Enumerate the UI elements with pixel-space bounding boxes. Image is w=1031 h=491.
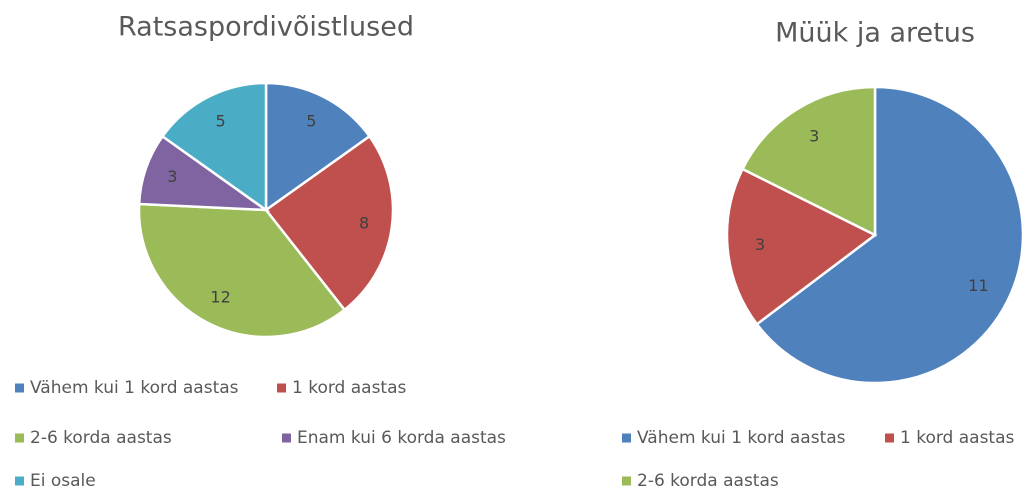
legend-swatch bbox=[622, 433, 631, 443]
data-label: 3 bbox=[809, 126, 819, 145]
data-label: 11 bbox=[968, 276, 988, 295]
pie-slice bbox=[160, 81, 268, 213]
legend-swatch bbox=[15, 476, 24, 486]
data-label: 3 bbox=[167, 167, 177, 186]
data-label: 12 bbox=[210, 288, 230, 307]
legend-swatch bbox=[15, 383, 24, 393]
data-label: 5 bbox=[306, 111, 316, 130]
data-label: 3 bbox=[755, 235, 765, 254]
pie-slice bbox=[740, 85, 877, 238]
chart-title: Ratsaspordivõistlused bbox=[118, 12, 414, 43]
legend-label: 2-6 korda aastas bbox=[637, 471, 779, 491]
legend-label: 1 kord aastas bbox=[292, 378, 407, 398]
pie-slice bbox=[264, 134, 395, 312]
legend-label: Enam kui 6 korda aastas bbox=[297, 428, 506, 448]
pie-slice bbox=[755, 85, 1025, 385]
legend-swatch bbox=[885, 433, 894, 443]
legend-label: 1 kord aastas bbox=[900, 428, 1015, 448]
legend-swatch bbox=[282, 433, 291, 443]
data-label: 8 bbox=[359, 214, 369, 233]
pie-slice bbox=[264, 81, 372, 213]
legend-label: Ei osale bbox=[30, 471, 96, 491]
pie-slice bbox=[725, 167, 878, 326]
legend-label: Vähem kui 1 kord aastas bbox=[637, 428, 846, 448]
legend-label: 2-6 korda aastas bbox=[30, 428, 172, 448]
data-label: 5 bbox=[216, 111, 226, 130]
legend-swatch bbox=[622, 476, 631, 486]
chart-title: Müük ja aretus bbox=[775, 18, 975, 49]
pie-slice bbox=[137, 202, 347, 339]
legend-label: Vähem kui 1 kord aastas bbox=[30, 378, 239, 398]
legend-swatch bbox=[277, 383, 286, 393]
legend-swatch bbox=[15, 433, 24, 443]
